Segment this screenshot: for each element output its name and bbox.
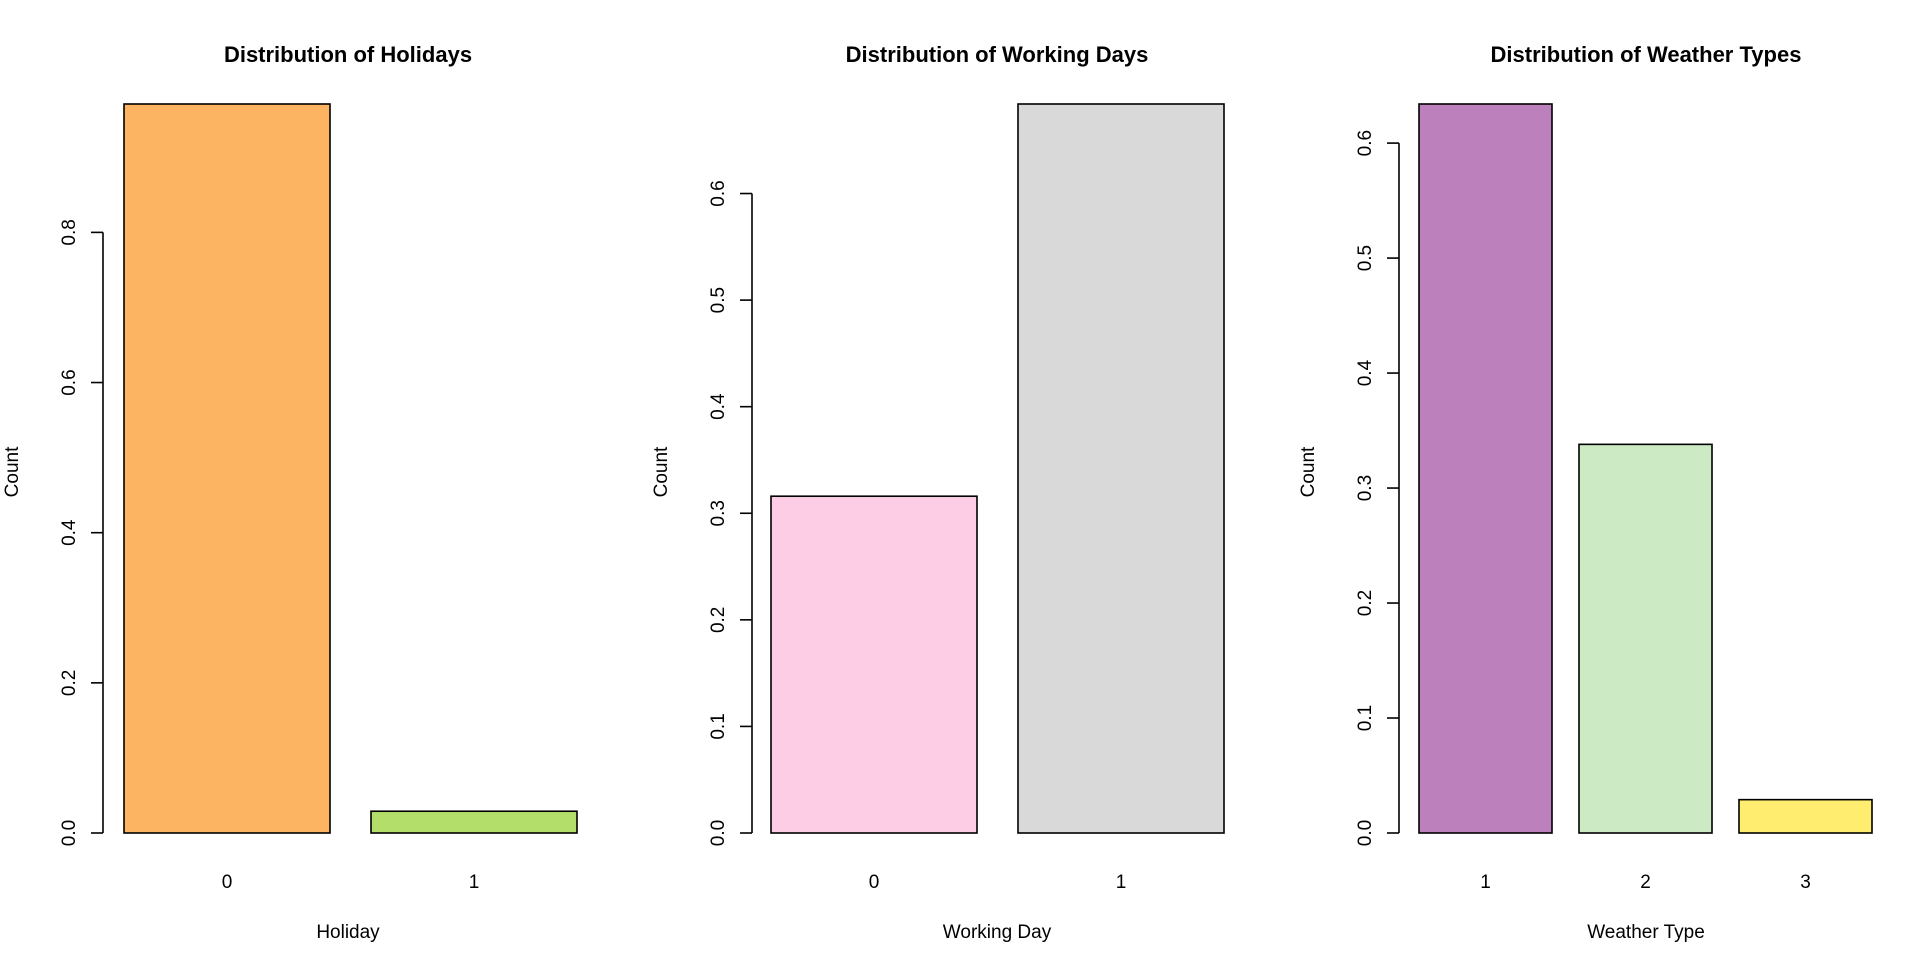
x-tick-label: 0: [869, 872, 880, 893]
y-axis-label: Count: [2, 446, 23, 497]
y-tick-label: 0.6: [1355, 130, 1376, 156]
x-tick-label: 1: [1480, 872, 1491, 893]
chart-title: Distribution of Working Days: [846, 42, 1149, 67]
y-tick-label: 0.1: [1355, 705, 1376, 731]
y-tick-label: 0.0: [1355, 820, 1376, 846]
y-tick-label: 0.2: [708, 607, 729, 633]
y-tick-label: 0.2: [1355, 590, 1376, 616]
y-tick-label: 0.6: [708, 180, 729, 206]
y-tick-label: 0.0: [59, 820, 80, 846]
bar-0: [770, 495, 978, 834]
bar-1: [1017, 103, 1225, 834]
y-axis-label: Count: [1298, 446, 1319, 497]
y-tick-label: 0.4: [708, 393, 729, 420]
y-tick-label: 0.0: [708, 820, 729, 846]
bar-3: [1738, 798, 1873, 834]
y-tick-label: 0.5: [1355, 245, 1376, 271]
x-tick-label: 1: [469, 872, 480, 893]
x-axis-label: Weather Type: [1587, 922, 1705, 943]
chart-title: Distribution of Weather Types: [1491, 42, 1802, 67]
x-tick-label: 2: [1640, 872, 1651, 893]
y-tick-label: 0.6: [59, 369, 80, 395]
chart-panel-2: Distribution of Working Days 0 1 0.0 0.1 0.2 0…: [651, 42, 1225, 943]
y-axis-label: Count: [651, 446, 672, 497]
chart-title: Distribution of Holidays: [224, 42, 472, 67]
y-tick-label: 0.8: [59, 219, 80, 245]
bar-0: [123, 103, 331, 834]
y-tick-label: 0.4: [1355, 359, 1376, 386]
bar-1: [370, 810, 578, 834]
x-tick-label: 3: [1800, 872, 1811, 893]
x-tick-label: 1: [1116, 872, 1127, 893]
y-tick-label: 0.3: [1355, 475, 1376, 501]
y-tick-label: 0.2: [59, 670, 80, 696]
chart-panel-1: Distribution of Holidays 0 1 0.0 0.2 0.4 0.6 0.…: [2, 42, 578, 943]
bar-1: [1418, 103, 1553, 834]
x-axis-label: Holiday: [316, 922, 380, 943]
y-tick-label: 0.4: [59, 519, 80, 546]
y-tick-label: 0.1: [708, 713, 729, 739]
chart-panel-3: Distribution of Weather Types 1 2 3 0.0 0.1 0.…: [1298, 42, 1873, 943]
x-axis-label: Working Day: [943, 922, 1052, 943]
bar-2: [1578, 443, 1713, 834]
y-tick-label: 0.5: [708, 287, 729, 313]
y-tick-label: 0.3: [708, 500, 729, 526]
x-tick-label: 0: [222, 872, 233, 893]
